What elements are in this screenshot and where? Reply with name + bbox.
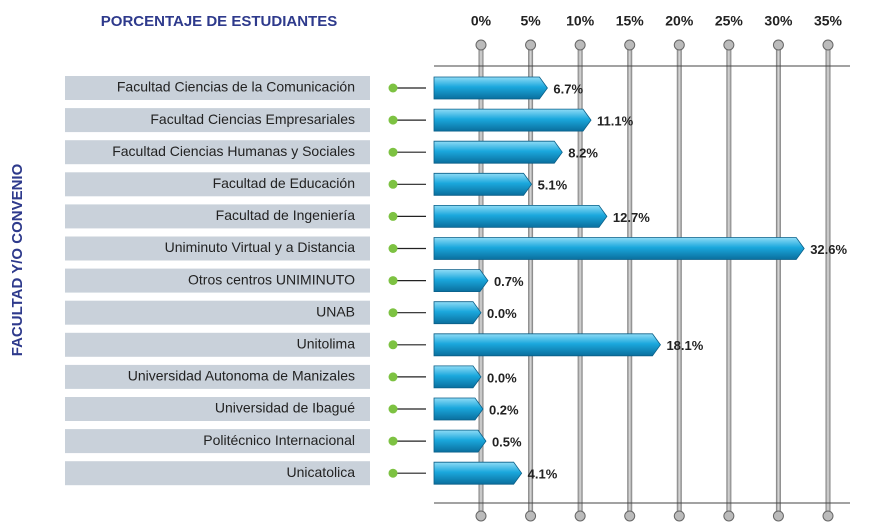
bar	[433, 269, 489, 293]
connector-dot	[388, 211, 398, 221]
category-box	[65, 332, 370, 357]
bar	[433, 461, 523, 485]
category-label: Facultad de Educación	[213, 175, 355, 191]
x-tick-label: 5%	[520, 13, 541, 29]
chart-title: PORCENTAJE DE ESTUDIANTES	[101, 13, 337, 30]
category-label: Otros centros UNIMINUTO	[188, 271, 355, 287]
category-label: Unicatolica	[287, 464, 356, 480]
category-label: Facultad Ciencias Humanas y Sociales	[112, 143, 355, 159]
connector-dot	[388, 83, 398, 93]
connector-dot	[388, 115, 398, 125]
category-label: Politécnico Internacional	[203, 432, 355, 448]
value-label: 12.7%	[613, 210, 650, 225]
pole-cap	[475, 510, 487, 522]
pole-cap	[624, 39, 636, 51]
value-label: 0.0%	[487, 306, 517, 321]
category-box	[65, 172, 370, 197]
pole-cap	[574, 510, 586, 522]
value-label: 6.7%	[553, 81, 583, 96]
pole-cap	[822, 510, 834, 522]
category-box	[65, 140, 370, 165]
x-tick-label: 25%	[715, 13, 744, 29]
connector-dot	[388, 244, 398, 253]
bar	[433, 204, 608, 228]
category-box	[65, 76, 370, 100]
x-tick-label: 35%	[814, 13, 843, 29]
pole-cap	[475, 39, 487, 51]
connector-dot	[388, 308, 398, 318]
x-tick-label: 30%	[764, 13, 793, 29]
pole-cap	[673, 510, 685, 522]
category-label: UNAB	[316, 303, 355, 319]
category-label: Facultad de Ingeniería	[216, 207, 356, 223]
value-label: 0.2%	[489, 402, 519, 417]
connector-dot	[388, 468, 398, 478]
pole-cap	[723, 510, 735, 522]
grid-line	[528, 44, 534, 512]
pole-cap	[673, 39, 685, 51]
bar	[433, 140, 563, 164]
bar	[433, 108, 592, 132]
connector-dot	[388, 436, 398, 446]
category-box	[65, 236, 370, 261]
category-label: Facultad Ciencias Empresariales	[150, 111, 355, 127]
bar	[433, 76, 548, 100]
value-label: 4.1%	[528, 467, 558, 482]
category-box	[65, 461, 370, 486]
value-label: 0.7%	[494, 274, 524, 289]
grid-line	[775, 44, 781, 512]
connector-dot	[388, 372, 398, 382]
value-label: 18.1%	[666, 338, 703, 353]
connector-dot	[388, 404, 398, 414]
grid-line	[627, 44, 633, 512]
pole-cap	[624, 510, 636, 522]
pole-cap	[772, 510, 784, 522]
category-label: Facultad Ciencias de la Comunicación	[117, 79, 355, 95]
value-label: 32.6%	[810, 242, 847, 257]
bar	[433, 365, 482, 389]
connector-dot	[388, 276, 398, 286]
category-box	[65, 108, 370, 133]
category-box	[65, 300, 370, 325]
category-box	[65, 364, 370, 389]
bar	[433, 172, 533, 196]
category-box	[65, 397, 370, 421]
value-label: 0.0%	[487, 370, 517, 385]
pole-cap	[723, 39, 735, 51]
pole-cap	[525, 39, 537, 51]
bar	[433, 429, 487, 453]
category-label: Universidad de Ibagué	[215, 400, 355, 416]
pole-cap	[574, 39, 586, 51]
category-label: Uniminuto Virtual y a Distancia	[165, 239, 356, 255]
bar	[433, 237, 805, 260]
category-label: Universidad Autonoma de Manizales	[128, 368, 355, 384]
connector-dot	[388, 340, 398, 350]
value-label: 5.1%	[538, 178, 568, 193]
x-tick-label: 20%	[665, 13, 694, 29]
bar	[433, 397, 484, 421]
category-box	[65, 204, 370, 229]
pole-cap	[772, 39, 784, 51]
y-axis-label: FACULTAD Y/O CONVENIO	[9, 163, 26, 356]
grid-line	[825, 44, 831, 512]
x-tick-label: 15%	[616, 13, 645, 29]
grid-line	[577, 44, 583, 512]
pole-cap	[822, 39, 834, 51]
connector-dot	[388, 179, 398, 189]
category-box	[65, 268, 370, 293]
grid-line	[676, 44, 682, 512]
connector-dot	[388, 147, 398, 157]
grid-line	[726, 44, 732, 512]
value-label: 0.5%	[492, 435, 522, 450]
value-label: 11.1%	[597, 114, 634, 129]
x-tick-label: 10%	[566, 13, 595, 29]
category-label: Unitolima	[297, 336, 356, 352]
bar	[433, 333, 661, 357]
pole-cap	[525, 510, 537, 522]
category-box	[65, 429, 370, 454]
bar	[433, 301, 482, 325]
value-label: 8.2%	[568, 146, 598, 161]
x-tick-label: 0%	[471, 13, 492, 29]
